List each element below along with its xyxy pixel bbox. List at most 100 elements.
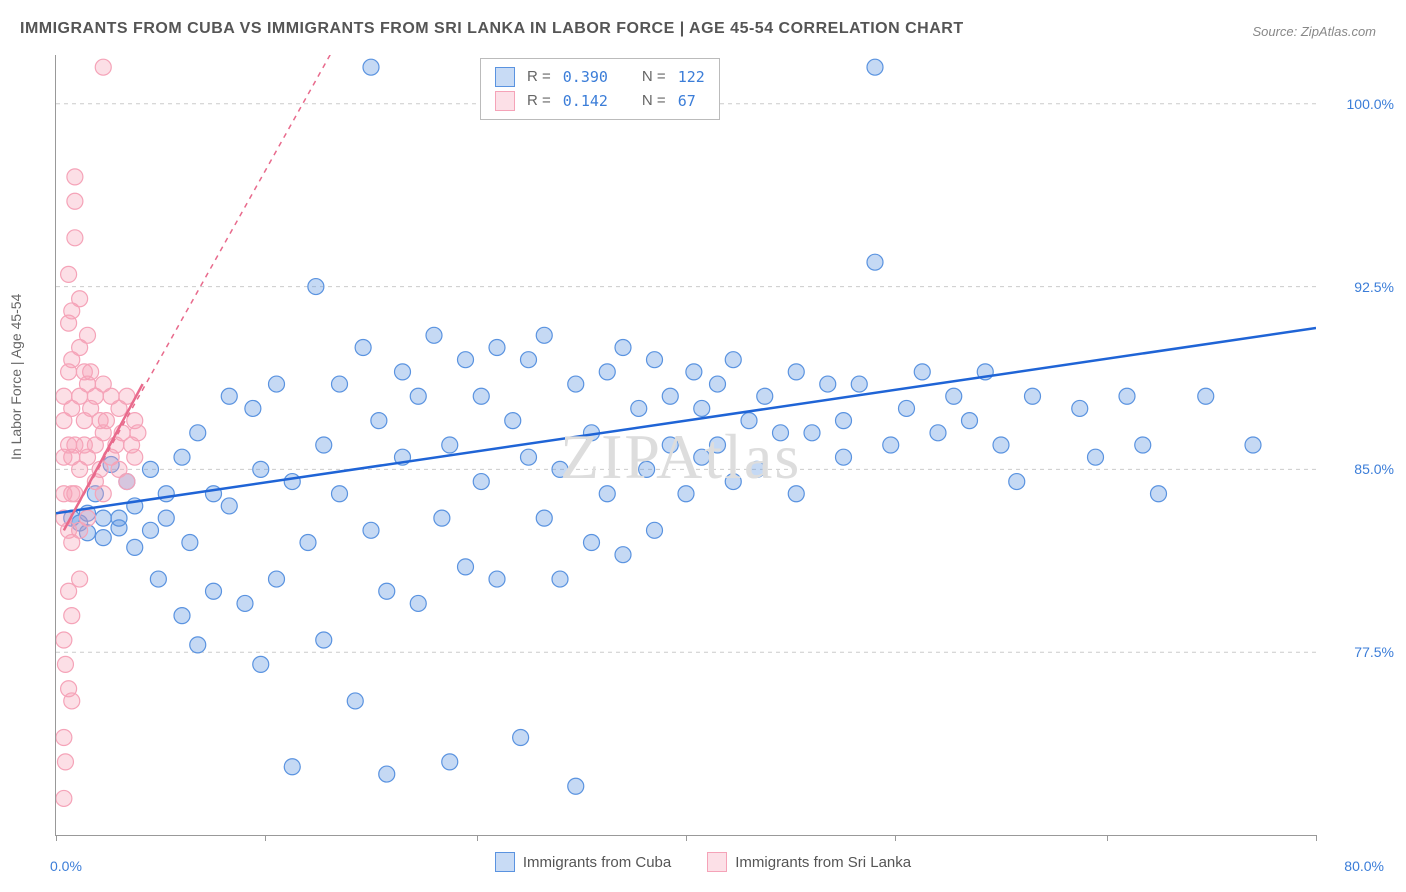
legend-swatch — [495, 91, 515, 111]
data-point — [395, 364, 411, 380]
data-point — [143, 522, 159, 538]
legend-series-label: Immigrants from Sri Lanka — [735, 854, 911, 871]
data-point — [1072, 400, 1088, 416]
data-point — [80, 327, 96, 343]
data-point — [552, 571, 568, 587]
data-point — [72, 291, 88, 307]
data-point — [568, 376, 584, 392]
y-tick-label: 85.0% — [1324, 461, 1394, 477]
data-point — [694, 449, 710, 465]
data-point — [127, 539, 143, 555]
data-point — [56, 730, 72, 746]
data-point — [316, 437, 332, 453]
data-point — [371, 413, 387, 429]
data-point — [489, 340, 505, 356]
data-point — [631, 400, 647, 416]
data-point — [67, 169, 83, 185]
x-tick — [56, 835, 57, 841]
data-point — [662, 437, 678, 453]
y-axis-label: In Labor Force | Age 45-54 — [8, 294, 24, 460]
data-point — [190, 425, 206, 441]
data-point — [521, 352, 537, 368]
data-point — [1245, 437, 1261, 453]
data-point — [57, 656, 73, 672]
data-point — [426, 327, 442, 343]
data-point — [513, 730, 529, 746]
data-point — [615, 547, 631, 563]
data-point — [836, 449, 852, 465]
data-point — [284, 474, 300, 490]
r-value: 0.390 — [563, 65, 608, 89]
data-point — [150, 571, 166, 587]
data-point — [206, 583, 222, 599]
data-point — [300, 535, 316, 551]
r-label: R = — [527, 89, 551, 113]
data-point — [647, 352, 663, 368]
scatter-svg — [56, 55, 1316, 835]
data-point — [379, 766, 395, 782]
data-point — [473, 388, 489, 404]
data-point — [174, 608, 190, 624]
y-tick-label: 92.5% — [1324, 279, 1394, 295]
data-point — [993, 437, 1009, 453]
data-point — [355, 340, 371, 356]
n-value: 122 — [678, 65, 705, 89]
data-point — [182, 535, 198, 551]
x-axis-max-label: 80.0% — [1344, 858, 1384, 874]
data-point — [914, 364, 930, 380]
data-point — [788, 364, 804, 380]
data-point — [725, 352, 741, 368]
data-point — [930, 425, 946, 441]
data-point — [253, 461, 269, 477]
data-point — [72, 571, 88, 587]
data-point — [1119, 388, 1135, 404]
correlation-legend: R =0.390N =122R =0.142N =67 — [480, 58, 720, 120]
data-point — [725, 474, 741, 490]
r-value: 0.142 — [563, 89, 608, 113]
data-point — [568, 778, 584, 794]
data-point — [143, 461, 159, 477]
data-point — [95, 510, 111, 526]
data-point — [56, 632, 72, 648]
data-point — [820, 376, 836, 392]
chart-title: IMMIGRANTS FROM CUBA VS IMMIGRANTS FROM … — [20, 20, 964, 38]
n-value: 67 — [678, 89, 696, 113]
data-point — [710, 437, 726, 453]
data-point — [95, 59, 111, 75]
data-point — [98, 413, 114, 429]
data-point — [788, 486, 804, 502]
data-point — [804, 425, 820, 441]
data-point — [757, 388, 773, 404]
data-point — [57, 754, 73, 770]
data-point — [1151, 486, 1167, 502]
data-point — [1088, 449, 1104, 465]
data-point — [639, 461, 655, 477]
data-point — [67, 230, 83, 246]
series-legend: Immigrants from CubaImmigrants from Sri … — [0, 852, 1406, 876]
data-point — [505, 413, 521, 429]
data-point — [773, 425, 789, 441]
data-point — [536, 510, 552, 526]
data-point — [332, 486, 348, 502]
data-point — [458, 352, 474, 368]
data-point — [363, 59, 379, 75]
data-point — [111, 520, 127, 536]
x-tick — [1316, 835, 1317, 841]
x-tick — [895, 835, 896, 841]
data-point — [962, 413, 978, 429]
data-point — [662, 388, 678, 404]
data-point — [332, 376, 348, 392]
data-point — [379, 583, 395, 599]
y-tick-label: 77.5% — [1324, 644, 1394, 660]
data-point — [599, 486, 615, 502]
x-tick — [477, 835, 478, 841]
y-tick-label: 100.0% — [1324, 96, 1394, 112]
data-point — [694, 400, 710, 416]
data-point — [61, 266, 77, 282]
data-point — [851, 376, 867, 392]
data-point — [316, 632, 332, 648]
data-point — [489, 571, 505, 587]
data-point — [599, 364, 615, 380]
legend-stat-row: R =0.390N =122 — [495, 65, 705, 89]
data-point — [119, 474, 135, 490]
